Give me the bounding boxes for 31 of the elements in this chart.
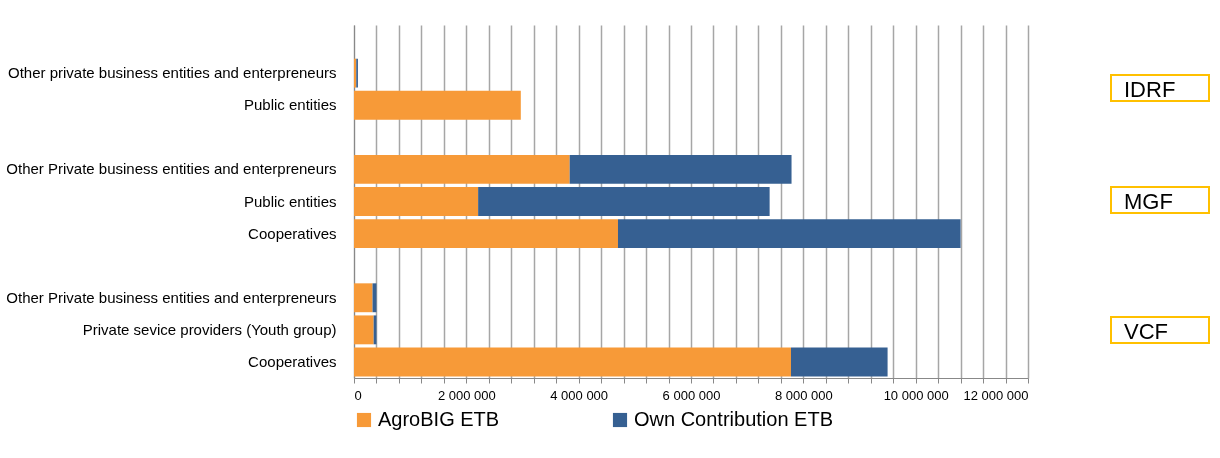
y-tick-label: Other private business entities and enterpreneurs — [7, 64, 337, 82]
x-tick-label: 0 — [354, 387, 362, 403]
x-tick-label: 8 000 000 — [774, 387, 833, 403]
y-tick-label: Public entities — [243, 192, 337, 210]
y-tick-label: Cooperatives — [248, 224, 337, 242]
bar — [354, 187, 479, 216]
bar — [478, 187, 770, 216]
x-tick-label: 2 000 000 — [437, 387, 496, 403]
bar — [354, 283, 373, 313]
bar — [354, 315, 374, 345]
bar — [569, 154, 792, 184]
y-tick-label: Cooperatives — [248, 352, 337, 370]
legend-label: Own Contribution ETB — [634, 408, 833, 430]
bar — [354, 219, 618, 249]
bar — [617, 219, 961, 249]
y-tick-label: Public entities — [243, 96, 337, 114]
text: IDRF — [1110, 74, 1210, 102]
bar — [790, 347, 888, 377]
bar — [354, 347, 791, 377]
x-tick-label: 6 000 000 — [662, 387, 721, 403]
x-tick-label: 12 000 000 — [963, 387, 1029, 403]
y-tick-label: Other Private business entities and enterpreneurs — [6, 160, 337, 178]
legend-label: AgroBIG ETB — [378, 408, 500, 430]
x-tick-label: 4 000 000 — [550, 387, 609, 403]
text: MGF — [1110, 186, 1210, 214]
text: VCF — [1110, 316, 1210, 344]
x-tick-label: 10 000 000 — [883, 387, 949, 403]
y-tick-label: Private sevice providers (Youth group) — [82, 320, 337, 338]
y-tick-label: Other Private business entities and enterpreneurs — [6, 288, 337, 306]
bar — [354, 90, 521, 120]
bar — [354, 154, 570, 184]
